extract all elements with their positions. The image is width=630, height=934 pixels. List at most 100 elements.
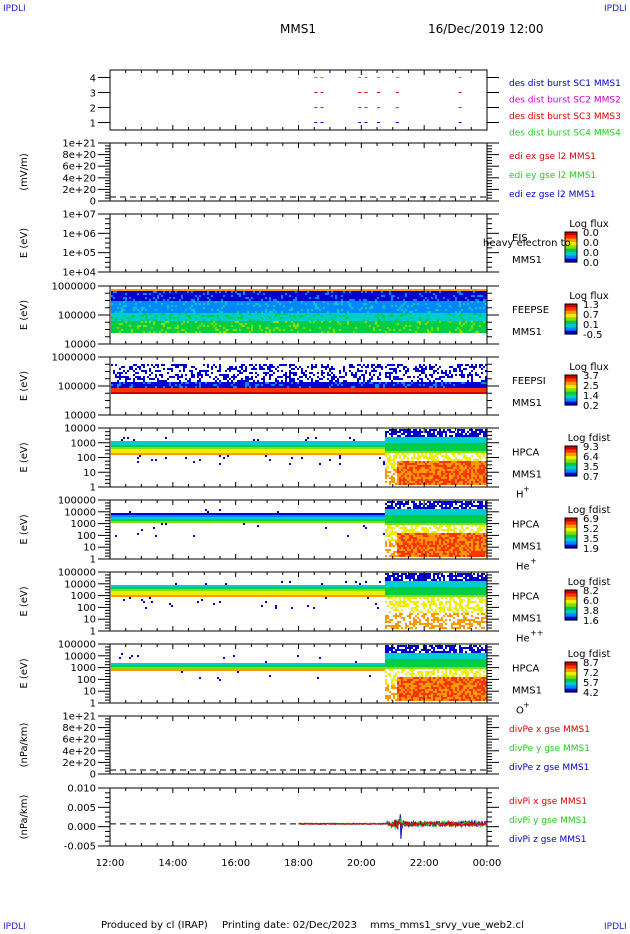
spectrogram-cell: [137, 331, 139, 333]
spectrogram-cell: [463, 305, 465, 307]
spectrogram-cell: [357, 303, 359, 305]
spectrogram-cell: [401, 321, 403, 323]
spectrogram-cell: [317, 313, 319, 315]
spectrogram-cell: [337, 309, 339, 311]
spectrogram-cell: [143, 319, 145, 321]
spectrogram-cell: [149, 382, 151, 384]
spectrogram-cell: [273, 297, 275, 299]
spectrogram-cell: [171, 299, 173, 301]
spectrogram-cell: [421, 289, 423, 291]
spectrogram-cell: [189, 315, 191, 317]
spectrogram-cell: [263, 299, 265, 301]
spectrogram-cell: [287, 329, 289, 331]
spectrogram-cell: [235, 311, 237, 313]
spectrogram-cell: [147, 303, 149, 305]
spectrogram-cell: [185, 295, 187, 297]
spectrogram-cell: [423, 327, 425, 329]
spectrogram-cell: [301, 289, 303, 291]
spectrogram-cell: [245, 305, 247, 307]
spectrogram-cell: [427, 299, 429, 301]
spectrogram-cell: [429, 321, 431, 323]
spectrogram-cell: [413, 315, 415, 317]
spectrogram-cell: [371, 319, 373, 321]
spectrogram-cell: [211, 319, 213, 321]
spectrogram-cell: [135, 331, 137, 333]
spectrogram-cell: [169, 315, 171, 317]
spectrogram-cell: [223, 293, 225, 295]
spectrogram-cell: [151, 303, 153, 305]
spectrogram-cell: [181, 313, 183, 315]
spectrogram-cell: [259, 291, 261, 293]
spectrogram-cell: [409, 323, 411, 325]
spectrogram-cell: [203, 299, 205, 301]
spectrogram-cell: [275, 297, 277, 299]
spectrogram-cell: [243, 319, 245, 321]
spectrogram-cell: [199, 370, 201, 372]
spectrogram-cell: [431, 301, 433, 303]
spectrogram-cell: [221, 317, 223, 319]
spectrogram-cell: [159, 309, 161, 311]
spectrogram-cell: [275, 323, 277, 325]
spectrogram-cell: [173, 291, 175, 293]
spectrogram-cell: [387, 317, 389, 319]
spectrogram-cell: [245, 317, 247, 319]
spectrogram-cell: [379, 305, 381, 307]
spectrogram-cell: [183, 384, 185, 386]
spectrogram-cell: [279, 299, 281, 301]
spectrogram-cell: [393, 313, 395, 315]
spectrogram-cell: [205, 313, 207, 315]
spectrogram-cell: [265, 299, 267, 301]
spectrogram-cell: [307, 299, 309, 301]
spectrogram-cell: [423, 317, 425, 319]
spectrogram-cell: [215, 313, 217, 315]
spectrogram-cell: [187, 325, 189, 327]
spectrogram-cell: [279, 319, 281, 321]
spectrogram-cell: [433, 321, 435, 323]
spectrogram-cell: [477, 315, 479, 317]
spectrogram-cell: [375, 293, 377, 295]
spectrogram-cell: [135, 388, 137, 390]
spectrogram-cell: [307, 317, 309, 319]
spectrogram-cell: [451, 295, 453, 297]
spectrogram-cell: [413, 313, 415, 315]
spectrogram-cell: [339, 295, 341, 297]
spectrogram-cell: [471, 323, 473, 325]
spectrogram-cell: [485, 297, 487, 299]
spectrogram-cell: [405, 297, 407, 299]
spectrogram-cell: [291, 321, 293, 323]
spectrogram-cell: [291, 319, 293, 321]
spectrogram-cell: [257, 297, 259, 299]
spectrogram-cell: [205, 293, 207, 295]
spectrogram-cell: [167, 372, 169, 374]
spectrogram-cell: [305, 309, 307, 311]
spectrogram-cell: [463, 307, 465, 309]
spectrogram-cell: [143, 313, 145, 315]
spectrogram-cell: [223, 289, 225, 291]
spectrogram-cell: [259, 305, 261, 307]
spectrogram-cell: [289, 327, 291, 329]
spectrogram-cell: [473, 301, 475, 303]
spectrogram-cell: [479, 297, 481, 299]
spectrogram-cell: [191, 370, 193, 372]
spectrogram-cell: [125, 311, 127, 313]
spectrogram-cell: [261, 295, 263, 297]
spectrogram-cell: [263, 331, 265, 333]
spectrogram-cell: [443, 307, 445, 309]
spectrogram-cell: [167, 311, 169, 313]
spectrogram-cell: [119, 301, 121, 303]
spectrogram-cell: [445, 327, 447, 329]
spectrogram-cell: [127, 303, 129, 305]
spectrogram-cell: [479, 307, 481, 309]
spectrogram-cell: [203, 309, 205, 311]
spectrogram-cell: [227, 291, 229, 293]
spectrogram-cell: [285, 331, 287, 333]
spectrogram-cell: [385, 307, 387, 309]
spectrogram-cell: [295, 313, 297, 315]
spectrogram-cell: [367, 327, 369, 329]
spectrogram-cell: [413, 305, 415, 307]
spectrogram-cell: [255, 309, 257, 311]
spectrogram-cell: [127, 293, 129, 295]
spectrogram-cell: [169, 297, 171, 299]
spectrogram-cell: [419, 317, 421, 319]
spectrogram-cell: [123, 293, 125, 295]
